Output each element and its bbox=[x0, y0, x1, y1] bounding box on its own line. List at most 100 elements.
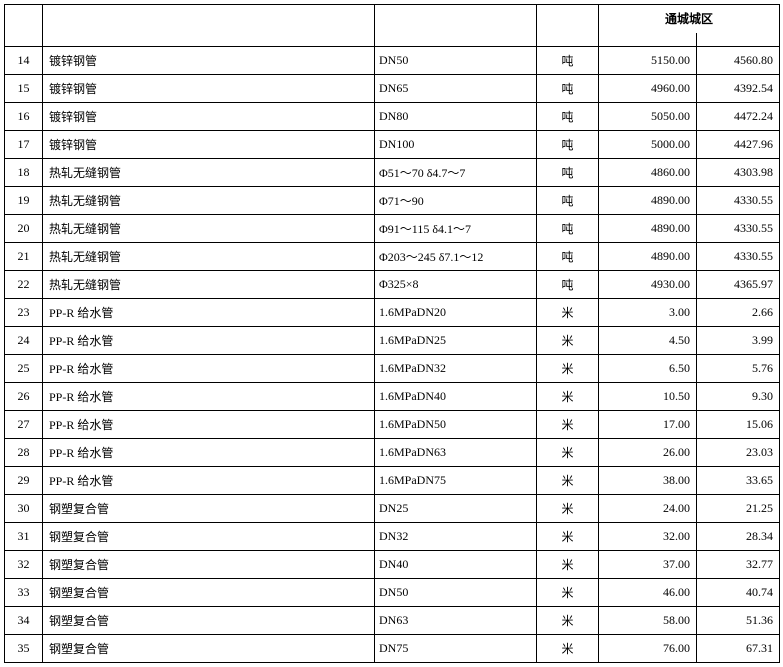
cell-unit: 吨 bbox=[537, 271, 599, 299]
cell-price1: 4960.00 bbox=[599, 75, 697, 103]
cell-price2: 32.77 bbox=[697, 551, 780, 579]
cell-name: 钢塑复合管 bbox=[43, 495, 375, 523]
cell-idx: 26 bbox=[5, 383, 43, 411]
cell-unit: 米 bbox=[537, 439, 599, 467]
cell-price2: 9.30 bbox=[697, 383, 780, 411]
cell-name: 热轧无缝钢管 bbox=[43, 159, 375, 187]
cell-name: 钢塑复合管 bbox=[43, 579, 375, 607]
cell-price2: 4427.96 bbox=[697, 131, 780, 159]
cell-name: 热轧无缝钢管 bbox=[43, 187, 375, 215]
cell-spec: 1.6MPaDN75 bbox=[375, 467, 537, 495]
cell-price2: 15.06 bbox=[697, 411, 780, 439]
header-unit bbox=[537, 5, 599, 47]
cell-name: 热轧无缝钢管 bbox=[43, 215, 375, 243]
cell-price2: 21.25 bbox=[697, 495, 780, 523]
table-row: 19热轧无缝钢管Φ71～90吨4890.004330.55 bbox=[5, 187, 780, 215]
cell-unit: 米 bbox=[537, 495, 599, 523]
cell-price2: 4330.55 bbox=[697, 215, 780, 243]
table-header: 通城城区 bbox=[5, 5, 780, 47]
cell-name: PP-R 给水管 bbox=[43, 439, 375, 467]
cell-unit: 吨 bbox=[537, 215, 599, 243]
cell-unit: 吨 bbox=[537, 75, 599, 103]
cell-price2: 67.31 bbox=[697, 635, 780, 663]
table-row: 14镀锌钢管DN50吨5150.004560.80 bbox=[5, 47, 780, 75]
table-row: 32钢塑复合管DN40米37.0032.77 bbox=[5, 551, 780, 579]
cell-unit: 吨 bbox=[537, 187, 599, 215]
cell-spec: DN50 bbox=[375, 47, 537, 75]
cell-price1: 4890.00 bbox=[599, 243, 697, 271]
cell-idx: 30 bbox=[5, 495, 43, 523]
cell-name: 镀锌钢管 bbox=[43, 75, 375, 103]
table-row: 20热轧无缝钢管Φ91～115 δ4.1～7吨4890.004330.55 bbox=[5, 215, 780, 243]
cell-unit: 米 bbox=[537, 355, 599, 383]
cell-idx: 25 bbox=[5, 355, 43, 383]
cell-unit: 米 bbox=[537, 467, 599, 495]
cell-unit: 米 bbox=[537, 551, 599, 579]
cell-price1: 76.00 bbox=[599, 635, 697, 663]
cell-spec: Φ71～90 bbox=[375, 187, 537, 215]
cell-idx: 33 bbox=[5, 579, 43, 607]
cell-unit: 米 bbox=[537, 579, 599, 607]
table-row: 23PP-R 给水管1.6MPaDN20米3.002.66 bbox=[5, 299, 780, 327]
cell-name: 热轧无缝钢管 bbox=[43, 243, 375, 271]
cell-price1: 4930.00 bbox=[599, 271, 697, 299]
cell-spec: DN65 bbox=[375, 75, 537, 103]
table-row: 31钢塑复合管DN32米32.0028.34 bbox=[5, 523, 780, 551]
cell-idx: 17 bbox=[5, 131, 43, 159]
cell-spec: 1.6MPaDN32 bbox=[375, 355, 537, 383]
cell-idx: 14 bbox=[5, 47, 43, 75]
table-row: 15镀锌钢管DN65吨4960.004392.54 bbox=[5, 75, 780, 103]
table-row: 35钢塑复合管DN75米76.0067.31 bbox=[5, 635, 780, 663]
cell-name: 钢塑复合管 bbox=[43, 551, 375, 579]
cell-name: PP-R 给水管 bbox=[43, 299, 375, 327]
header-spec bbox=[375, 5, 537, 47]
cell-price2: 23.03 bbox=[697, 439, 780, 467]
cell-spec: Φ325×8 bbox=[375, 271, 537, 299]
cell-price2: 5.76 bbox=[697, 355, 780, 383]
cell-idx: 34 bbox=[5, 607, 43, 635]
cell-name: PP-R 给水管 bbox=[43, 411, 375, 439]
table-row: 18热轧无缝钢管Φ51～70 δ4.7～7吨4860.004303.98 bbox=[5, 159, 780, 187]
table-row: 17镀锌钢管DN100吨5000.004427.96 bbox=[5, 131, 780, 159]
cell-spec: DN80 bbox=[375, 103, 537, 131]
cell-price1: 46.00 bbox=[599, 579, 697, 607]
cell-spec: DN40 bbox=[375, 551, 537, 579]
cell-idx: 24 bbox=[5, 327, 43, 355]
table-row: 16镀锌钢管DN80吨5050.004472.24 bbox=[5, 103, 780, 131]
table-row: 33钢塑复合管DN50米46.0040.74 bbox=[5, 579, 780, 607]
cell-idx: 19 bbox=[5, 187, 43, 215]
cell-unit: 米 bbox=[537, 383, 599, 411]
table-row: 25PP-R 给水管1.6MPaDN32米6.505.76 bbox=[5, 355, 780, 383]
cell-price2: 4330.55 bbox=[697, 243, 780, 271]
header-price1 bbox=[599, 33, 697, 47]
cell-idx: 28 bbox=[5, 439, 43, 467]
table-body: 14镀锌钢管DN50吨5150.004560.8015镀锌钢管DN65吨4960… bbox=[5, 47, 780, 663]
cell-idx: 35 bbox=[5, 635, 43, 663]
cell-price1: 3.00 bbox=[599, 299, 697, 327]
cell-idx: 21 bbox=[5, 243, 43, 271]
cell-price1: 37.00 bbox=[599, 551, 697, 579]
cell-name: 镀锌钢管 bbox=[43, 103, 375, 131]
cell-price1: 58.00 bbox=[599, 607, 697, 635]
cell-spec: Φ91～115 δ4.1～7 bbox=[375, 215, 537, 243]
cell-unit: 米 bbox=[537, 327, 599, 355]
price-table: 通城城区 14镀锌钢管DN50吨5150.004560.8015镀锌钢管DN65… bbox=[4, 4, 780, 663]
cell-spec: 1.6MPaDN20 bbox=[375, 299, 537, 327]
cell-price2: 4365.97 bbox=[697, 271, 780, 299]
cell-idx: 22 bbox=[5, 271, 43, 299]
cell-price2: 33.65 bbox=[697, 467, 780, 495]
table-row: 30钢塑复合管DN25米24.0021.25 bbox=[5, 495, 780, 523]
cell-price1: 5000.00 bbox=[599, 131, 697, 159]
cell-idx: 18 bbox=[5, 159, 43, 187]
cell-unit: 米 bbox=[537, 411, 599, 439]
table-row: 29PP-R 给水管1.6MPaDN75米38.0033.65 bbox=[5, 467, 780, 495]
cell-unit: 吨 bbox=[537, 243, 599, 271]
cell-idx: 32 bbox=[5, 551, 43, 579]
cell-price2: 4392.54 bbox=[697, 75, 780, 103]
cell-name: PP-R 给水管 bbox=[43, 467, 375, 495]
cell-name: 钢塑复合管 bbox=[43, 523, 375, 551]
cell-unit: 米 bbox=[537, 299, 599, 327]
table-row: 21热轧无缝钢管Φ203～245 δ7.1～12吨4890.004330.55 bbox=[5, 243, 780, 271]
cell-name: 镀锌钢管 bbox=[43, 47, 375, 75]
cell-price2: 2.66 bbox=[697, 299, 780, 327]
